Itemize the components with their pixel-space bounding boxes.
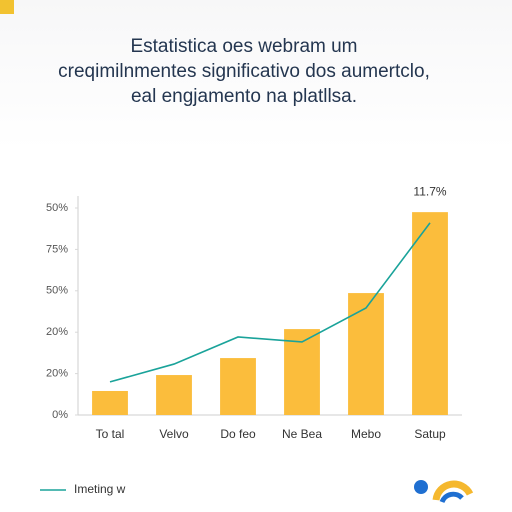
y-tick-label: 0% — [52, 409, 68, 421]
x-tick-label: Do feo — [220, 427, 256, 441]
y-tick-label: 75% — [46, 243, 68, 255]
bar — [156, 375, 192, 415]
trend-line — [109, 222, 431, 383]
x-tick-label: To tal — [96, 427, 125, 441]
y-tick-label: 50% — [46, 202, 68, 214]
bar — [348, 293, 384, 415]
bar — [284, 329, 320, 415]
x-tick-label: Mebo — [351, 427, 381, 441]
chart-title: Estatistica oes webram um — [130, 36, 357, 57]
corner-accent — [0, 0, 14, 14]
y-tick-label: 50% — [46, 285, 68, 297]
chart-title: creqimilnmentes significativo dos aumert… — [58, 61, 430, 82]
legend-label: Imeting w — [74, 482, 126, 496]
bar — [220, 358, 256, 415]
bar — [412, 212, 448, 415]
annotation: 11.7% — [413, 184, 446, 198]
x-tick-label: Velvo — [159, 427, 189, 441]
x-tick-label: Ne Bea — [282, 427, 322, 441]
header-background — [0, 0, 512, 150]
y-tick-label: 20% — [46, 326, 68, 338]
y-tick-label: 20% — [46, 368, 68, 380]
x-tick-label: Satup — [414, 427, 446, 441]
bar — [92, 390, 128, 415]
chart-title: eal engjamento na platllsa. — [131, 86, 357, 107]
logo — [414, 480, 474, 504]
